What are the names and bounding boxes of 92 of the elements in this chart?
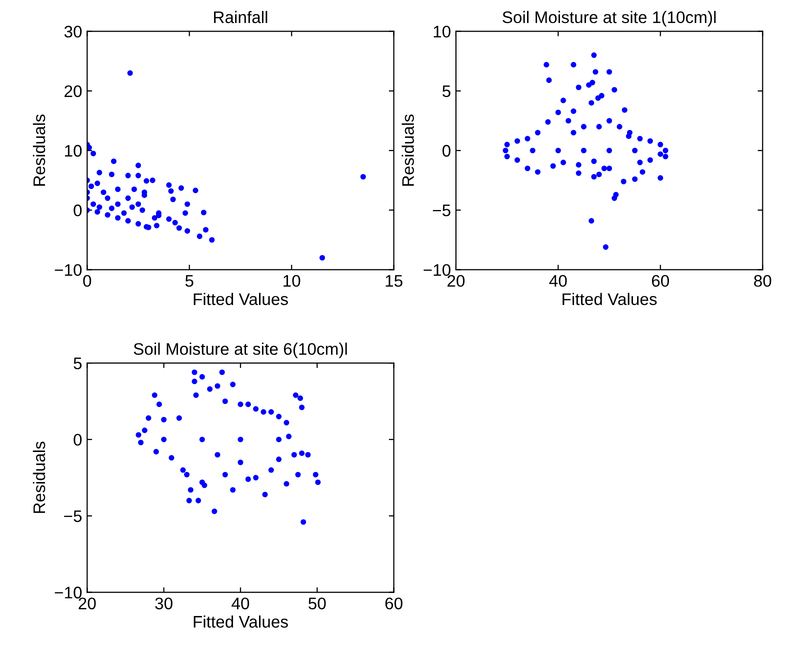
point [192, 369, 198, 376]
chart-title: Soil Moisture at site 1(10cm)l [502, 10, 716, 26]
x-axis-title: Fitted Values [194, 292, 288, 306]
point [207, 386, 213, 392]
x-tick-label: 5 [185, 275, 194, 287]
point [299, 404, 305, 410]
y-tick-label: 5 [442, 86, 450, 98]
point [161, 416, 167, 422]
point [136, 432, 142, 438]
y-tick-label: −5 [432, 204, 450, 216]
x-tick-label: 60 [652, 274, 670, 287]
point [161, 436, 167, 442]
x-axis-title: Fitted Values [194, 615, 288, 628]
y-tick-label: 10 [65, 144, 82, 157]
point [268, 409, 274, 415]
point [184, 472, 190, 478]
point [238, 402, 244, 408]
point [276, 436, 282, 442]
point [180, 467, 186, 473]
point [286, 434, 292, 440]
y-tick-label: 10 [434, 26, 450, 38]
x-tick-label: 0 [83, 274, 92, 287]
point [305, 452, 311, 458]
point [295, 472, 301, 478]
point [260, 409, 266, 415]
point [199, 436, 205, 442]
point [312, 472, 318, 478]
point [300, 519, 306, 525]
x-tick-label: 40 [549, 274, 567, 287]
point [199, 374, 205, 380]
point [230, 487, 236, 493]
point [186, 498, 192, 504]
point [284, 420, 290, 426]
point [219, 369, 225, 376]
y-tick-label: −5 [64, 510, 82, 522]
point [138, 440, 144, 446]
point [142, 428, 148, 434]
point [298, 395, 304, 401]
x-tick-label: 40 [232, 598, 250, 610]
point [238, 460, 244, 466]
point [253, 474, 259, 480]
y-axis-title: Residuals [32, 114, 46, 186]
point [253, 406, 259, 412]
point [222, 398, 228, 404]
x-axis-title: Fitted Values [562, 292, 657, 306]
point [152, 392, 158, 398]
y-tick-label: 30 [64, 26, 82, 38]
y-tick-label: 5 [74, 358, 82, 370]
y-tick-label: 20 [64, 85, 82, 98]
point [284, 481, 290, 487]
x-tick-label: 80 [754, 274, 772, 287]
y-axis-title: Residuals [402, 114, 414, 186]
point [176, 415, 182, 421]
point [291, 452, 297, 458]
point [276, 414, 282, 420]
y-tick-label: 0 [74, 434, 82, 446]
point [245, 476, 251, 482]
x-tick-label: 60 [385, 598, 402, 610]
x-tick-label: 30 [155, 598, 172, 610]
point [230, 382, 236, 388]
point [299, 450, 305, 456]
point [276, 456, 282, 462]
x-tick-label: 15 [386, 275, 402, 287]
point [146, 415, 152, 421]
y-tick-label: 0 [442, 144, 450, 157]
point [268, 467, 274, 473]
point [292, 392, 298, 398]
y-tick-label: −10 [54, 264, 82, 276]
y-tick-label: 0 [74, 204, 82, 216]
point [168, 455, 174, 461]
x-tick-label: 10 [284, 274, 300, 287]
point [202, 482, 208, 488]
point [315, 479, 321, 486]
x-tick-label: 50 [308, 598, 326, 610]
point [214, 452, 220, 458]
y-tick-label: −10 [424, 264, 450, 276]
point [262, 492, 268, 498]
point [214, 383, 220, 389]
chart-title: Soil Moisture at site 6(10cm)l [134, 342, 347, 358]
y-tick-label: −10 [54, 586, 82, 598]
point [245, 402, 251, 408]
point [212, 508, 218, 514]
y-axis-title: Residuals [32, 442, 46, 513]
point [222, 472, 228, 478]
point [193, 392, 199, 398]
point [156, 402, 162, 408]
point [238, 436, 244, 442]
point [196, 498, 202, 504]
point [153, 448, 159, 454]
point [188, 487, 194, 493]
chart-title: Rainfall [214, 10, 268, 24]
point [192, 378, 198, 384]
